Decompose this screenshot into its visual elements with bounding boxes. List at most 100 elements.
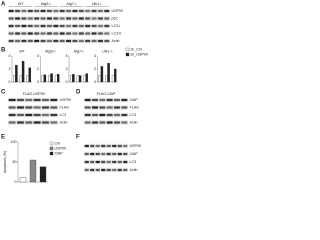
- y-tick-label: 4: [9, 54, 11, 58]
- blot-band: [84, 152, 89, 156]
- blot-strip: [8, 112, 58, 118]
- blot-band: [27, 24, 33, 28]
- blot-band: [90, 144, 95, 148]
- blot-band: [27, 39, 33, 43]
- bar: [98, 75, 101, 83]
- panel-letter: B: [1, 48, 6, 54]
- blot-band: [78, 9, 84, 13]
- bar: [78, 75, 82, 83]
- y-tick-label: 2: [94, 67, 96, 71]
- blot-band: [117, 152, 122, 156]
- blot-band: [16, 98, 25, 102]
- y-tick-label: 0: [66, 80, 68, 84]
- blot-band: [8, 9, 14, 13]
- blot-band: [41, 98, 50, 102]
- bar: [107, 63, 110, 83]
- blot-band: [112, 168, 117, 172]
- blot-band: [40, 9, 46, 13]
- blot-band: [53, 17, 59, 20]
- blot-band: [112, 144, 117, 148]
- blot-band: [85, 32, 91, 35]
- blot-band: [91, 39, 97, 43]
- bar: [83, 75, 86, 83]
- blot-strip: [84, 159, 128, 165]
- blot-band: [113, 121, 121, 124]
- blot-strip: [84, 97, 128, 103]
- blot-band: [72, 9, 78, 13]
- blot-band: [95, 160, 100, 164]
- y-tick-label: 2: [9, 67, 11, 71]
- row-label: FLAG: [60, 105, 70, 109]
- y-tick-label: 2: [37, 67, 39, 71]
- blot-band: [16, 121, 25, 124]
- blot-band: [8, 106, 16, 109]
- blot-band: [46, 32, 53, 35]
- blot-band: [84, 121, 91, 124]
- blot-band: [97, 24, 104, 28]
- blot-strip: [84, 105, 128, 110]
- row-label: FLAG: [130, 105, 140, 109]
- blot-band: [21, 39, 27, 43]
- panel-letter: C: [1, 90, 6, 96]
- blot-band: [21, 17, 27, 20]
- blot-band: [78, 17, 84, 20]
- bar: [26, 75, 29, 83]
- y-tick-label: 2: [66, 67, 68, 71]
- blot-band: [121, 113, 128, 117]
- blot-band: [59, 9, 65, 13]
- legend-label: Ctrl: [55, 141, 61, 145]
- y-tick-label: 4: [66, 54, 68, 58]
- blot-band: [101, 168, 106, 172]
- blot-band: [8, 17, 14, 20]
- blot-band: [65, 9, 72, 13]
- blot-band: [14, 32, 21, 35]
- blot-band: [84, 113, 91, 117]
- blot-band: [8, 121, 16, 124]
- blot-band: [25, 98, 33, 102]
- blot-band: [123, 160, 128, 164]
- blot-band: [72, 24, 78, 28]
- blot-band: [59, 24, 65, 28]
- row-label: USP9X: [60, 98, 72, 102]
- y-tick-label: 0: [9, 80, 11, 84]
- blot-band: [34, 9, 40, 13]
- blot-band: [106, 106, 113, 109]
- blot-band: [72, 17, 78, 20]
- blot-band: [90, 152, 95, 156]
- blot-band: [59, 39, 65, 43]
- row-label: LC3: [130, 113, 137, 117]
- blot-band: [33, 106, 41, 109]
- blot-band: [14, 9, 21, 13]
- blot-header: FLAG-USP9X: [23, 92, 46, 96]
- row-label: Actin: [112, 39, 120, 43]
- blot-band: [40, 24, 46, 28]
- legend-swatch: [49, 141, 54, 146]
- bar: [13, 75, 16, 83]
- blot-band: [53, 39, 59, 43]
- bar: [48, 75, 51, 83]
- blot-band: [106, 144, 111, 148]
- blot-band: [101, 152, 106, 156]
- blot-band: [95, 152, 100, 156]
- blot-strip: [84, 151, 128, 157]
- blot-band: [65, 32, 72, 35]
- blot-band: [72, 39, 78, 43]
- blot-band: [99, 98, 106, 102]
- chart-title: Ulk1-/-: [102, 49, 113, 53]
- row-label: LC3-I: [112, 24, 121, 28]
- blot-band: [25, 113, 33, 117]
- row-label: Actin: [130, 120, 138, 124]
- blot-band: [97, 17, 104, 20]
- blot-band: [40, 32, 46, 35]
- group-label: Atg5-/-: [41, 2, 53, 6]
- bar: [70, 75, 73, 83]
- blot-band: [40, 39, 46, 43]
- group-label: WT: [18, 2, 24, 6]
- row-label: p62: [112, 16, 118, 20]
- row-label: Actin: [60, 120, 68, 124]
- bar: [19, 75, 23, 83]
- bar: [19, 177, 27, 183]
- group-label: Atg7-/-: [66, 2, 78, 6]
- blot-band: [95, 144, 100, 148]
- blot-header: FLAG-XIAP: [97, 92, 116, 96]
